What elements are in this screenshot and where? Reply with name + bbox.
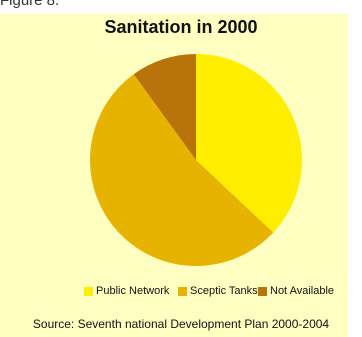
legend-item-not-available: Not Available — [258, 285, 334, 297]
legend-swatch-not-available — [258, 286, 267, 296]
figure-label: Figure 8. — [0, 0, 60, 9]
legend-swatch-public-network — [84, 286, 93, 296]
legend-label-sceptic-tanks: Sceptic Tanks — [190, 285, 258, 297]
legend-item-sceptic-tanks: Sceptic Tanks — [178, 285, 258, 297]
legend-label-public-network: Public Network — [96, 285, 170, 297]
pie-slice-sceptic-tanks — [90, 74, 274, 266]
source-note: Source: Seventh national Development Pla… — [32, 317, 330, 331]
legend-label-not-available: Not Available — [270, 285, 335, 297]
legend-item-public-network: Public Network — [84, 285, 169, 297]
pie-slices — [90, 54, 302, 266]
pie-slice-not-available — [133, 54, 196, 160]
legend-swatch-sceptic-tanks — [178, 286, 187, 296]
chart-title: Sanitation in 2000 — [104, 17, 258, 37]
pie-slice-public-network — [196, 54, 302, 233]
